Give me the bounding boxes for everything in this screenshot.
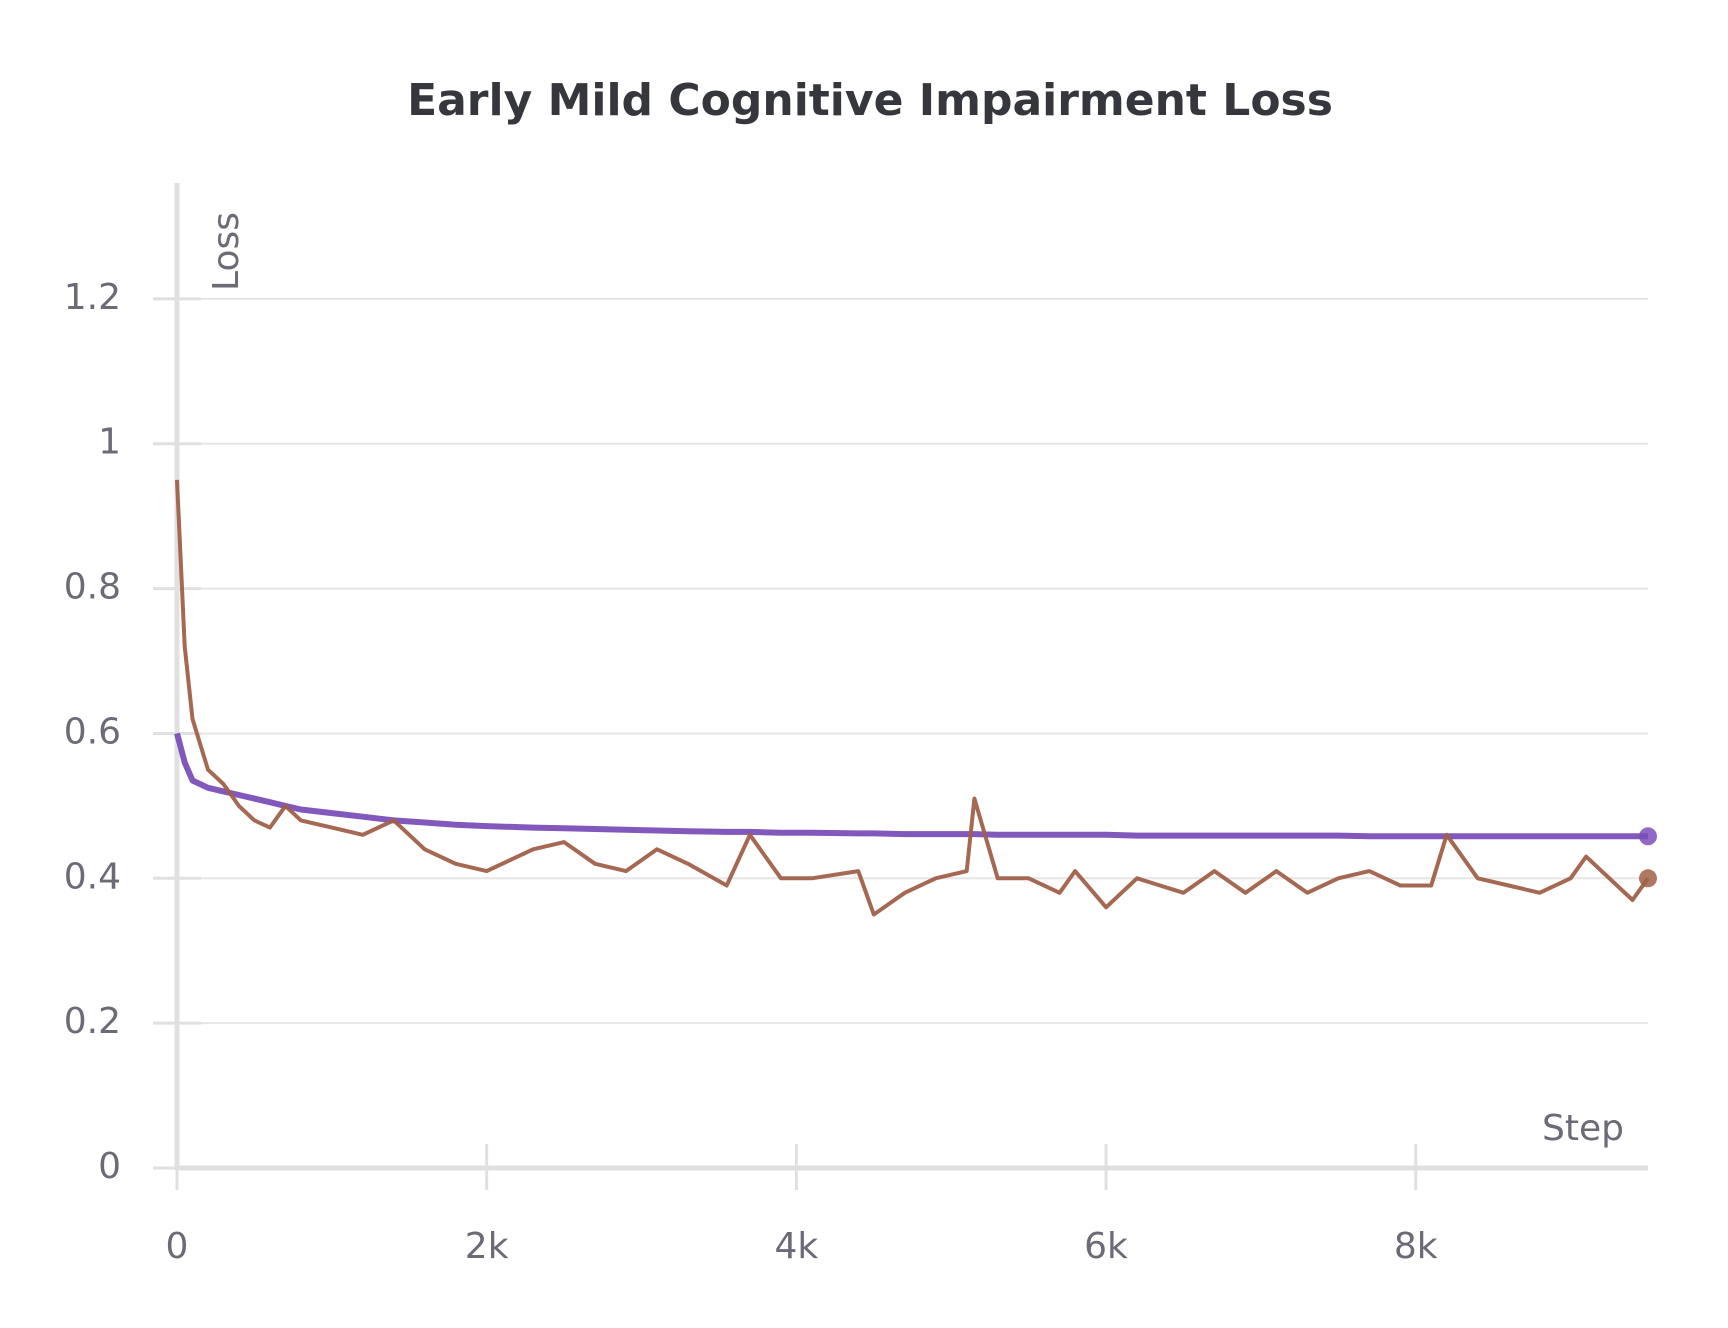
- x-tick-label: 6k: [1084, 1226, 1128, 1267]
- y-tick-label: 0.4: [64, 856, 121, 897]
- y-tick-label: 1.2: [64, 277, 121, 318]
- x-tick-label: 8k: [1394, 1226, 1438, 1267]
- y-axis-label: Loss: [206, 212, 247, 291]
- series-line: [175, 479, 1650, 917]
- series-end-dot: [1639, 827, 1657, 846]
- x-tick-label: 0: [166, 1226, 189, 1267]
- x-axis-label: Step: [1542, 1108, 1624, 1149]
- y-tick-label: 0: [98, 1146, 121, 1187]
- x-tick-label: 2k: [465, 1226, 509, 1267]
- y-tick-label: 1: [98, 422, 121, 463]
- chart-title: Early Mild Cognitive Impairment Loss: [407, 75, 1333, 126]
- y-tick-label: 0.2: [64, 1001, 121, 1042]
- series-line: [174, 732, 1648, 840]
- x-tick-label: 4k: [774, 1226, 818, 1267]
- series-end-dot: [1639, 869, 1657, 888]
- y-tick-label: 0.8: [64, 567, 121, 608]
- y-tick-label: 0.6: [64, 711, 121, 752]
